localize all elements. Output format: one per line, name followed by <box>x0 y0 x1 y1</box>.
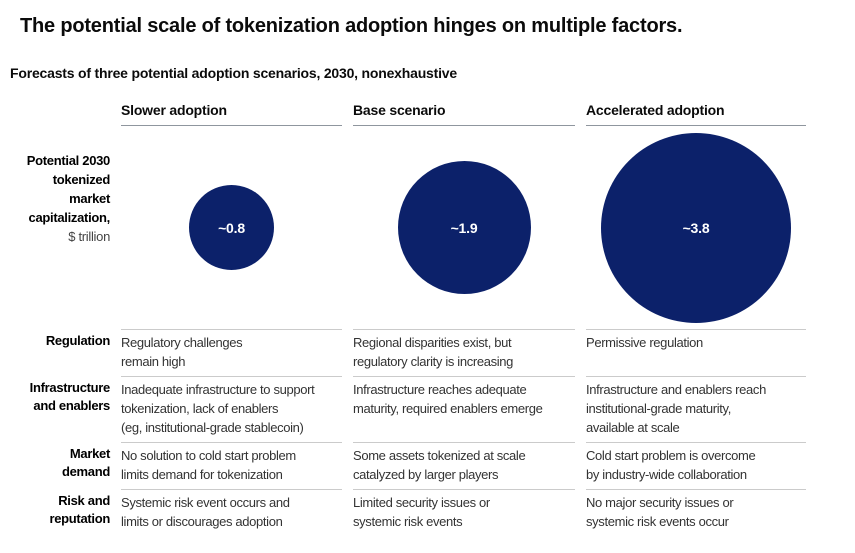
column-header-base-scenario: Base scenario <box>353 102 575 126</box>
bubble-cell-accelerated: ~3.8 <box>586 126 806 329</box>
table-cell: No major security issues or systemic ris… <box>586 489 806 536</box>
bubble-base-scenario: ~1.9 <box>397 161 531 294</box>
y-axis-unit: $ trillion <box>68 229 110 244</box>
table-cell: No solution to cold start problem limits… <box>121 442 342 489</box>
header-spacer <box>10 102 110 126</box>
table-cell: Regulatory challenges remain high <box>121 329 342 376</box>
table-row-risk-and-reputation: Risk and reputation Systemic risk event … <box>0 489 855 536</box>
bubble-chart-row: Potential 2030 tokenized market capitali… <box>0 126 855 329</box>
chart-subtitle: Forecasts of three potential adoption sc… <box>10 65 457 81</box>
table-cell: Infrastructure and enablers reach instit… <box>586 376 806 442</box>
bubble-cell-slower: ~0.8 <box>121 126 342 329</box>
exhibit-page: The potential scale of tokenization adop… <box>0 15 855 553</box>
bubble-accelerated-adoption: ~3.8 <box>601 132 791 323</box>
table-cell: Permissive regulation <box>586 329 806 376</box>
table-row-market-demand: Market demand No solution to cold start … <box>0 442 855 489</box>
row-label-risk-and-reputation: Risk and reputation <box>49 493 110 526</box>
column-header-accelerated-adoption: Accelerated adoption <box>586 102 806 126</box>
row-label-regulation: Regulation <box>45 333 110 348</box>
table-cell: Infrastructure reaches adequate maturity… <box>353 376 575 442</box>
bubble-cell-base: ~1.9 <box>353 126 575 329</box>
y-axis-label: Potential 2030 tokenized market capitali… <box>10 126 111 329</box>
table-cell: Limited security issues or systemic risk… <box>353 489 575 536</box>
bubble-slower-adoption: ~0.8 <box>189 185 274 270</box>
bubble-value-label: ~3.8 <box>682 219 710 236</box>
bubble-value-label: ~1.9 <box>450 219 478 236</box>
table-cell: Regional disparities exist, but regulato… <box>353 329 575 376</box>
table-row-regulation: Regulation Regulatory challenges remain … <box>0 329 855 376</box>
table-cell: Inadequate infrastructure to support tok… <box>121 376 342 442</box>
table-row-infrastructure-and-enablers: Infrastructure and enablers Inadequate i… <box>0 376 855 442</box>
table-cell: Systemic risk event occurs and limits or… <box>121 489 342 536</box>
row-label-infrastructure-and-enablers: Infrastructure and enablers <box>29 380 111 413</box>
table-cell: Cold start problem is overcome by indust… <box>586 442 806 489</box>
page-title: The potential scale of tokenization adop… <box>20 15 683 37</box>
bubble-value-label: ~0.8 <box>218 219 245 236</box>
column-header-slower-adoption: Slower adoption <box>121 102 342 126</box>
table-cell: Some assets tokenized at scale catalyzed… <box>353 442 575 489</box>
y-axis-label-text: Potential 2030 tokenized market capitali… <box>26 153 111 225</box>
row-label-market-demand: Market demand <box>61 446 110 479</box>
column-header-row: Slower adoption Base scenario Accelerate… <box>0 102 855 126</box>
